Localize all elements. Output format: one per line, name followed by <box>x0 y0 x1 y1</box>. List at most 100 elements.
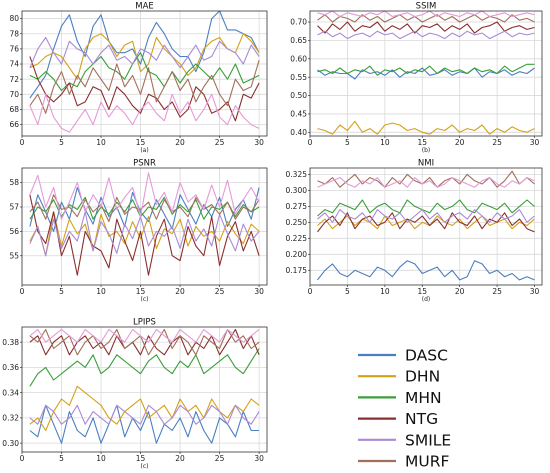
series-line-ifsrnet <box>317 177 535 188</box>
panel-mae: 0 5 10 15 20 25 30 66 68 70 72 74 76 78 80 MAE (a) <box>9 2 268 154</box>
x-tick-label: 5 <box>345 138 350 147</box>
y-tick-label: 0.34 <box>2 388 19 397</box>
x-tick-label: 20 <box>175 454 185 463</box>
y-tick-label: 56 <box>9 227 19 236</box>
x-tick-label: 30 <box>530 287 540 296</box>
x-tick-label: 25 <box>215 287 225 296</box>
x-tick-label: 5 <box>59 138 64 147</box>
series-line-dasc <box>317 260 535 281</box>
y-tick-label: 0.225 <box>286 234 308 243</box>
x-tick-label: 15 <box>136 138 146 147</box>
y-tick-label: 0.55 <box>290 73 307 82</box>
series-line-dasc <box>29 404 260 444</box>
y-tick-label: 0.70 <box>290 18 307 27</box>
panel-sublabel: (c) <box>141 463 149 470</box>
series-line-ifsrnet <box>29 172 260 220</box>
series-line-dhn <box>317 215 535 230</box>
plot-area <box>310 168 542 285</box>
legend-label-smile: SMILE <box>405 431 451 449</box>
y-tick-label: 0.32 <box>2 414 19 423</box>
y-tick-label: 0.325 <box>286 170 308 179</box>
series-line-ifsrnet <box>29 93 260 133</box>
x-tick-label: 15 <box>417 138 427 147</box>
panel-lpips: 0 5 10 15 20 25 30 0.30 0.32 0.34 0.36 0.38 LPIPS (c) <box>2 318 268 470</box>
y-tick-label: 80 <box>9 14 19 23</box>
series-line-smile <box>29 36 260 69</box>
x-tick-label: 0 <box>308 287 313 296</box>
legend-label-dhn: DHN <box>405 368 440 386</box>
y-tick-label: 0.38 <box>2 338 19 347</box>
series-line-ntg <box>317 21 535 34</box>
x-tick-label: 25 <box>492 287 502 296</box>
y-tick-label: 0.175 <box>286 266 308 275</box>
series-line-mhn <box>317 63 535 76</box>
x-tick-label: 10 <box>96 138 106 147</box>
panel-title: LPIPS <box>133 318 156 328</box>
y-tick-label: 0.65 <box>290 36 307 45</box>
series-line-dhn <box>29 385 260 432</box>
panel-sublabel: (d) <box>422 296 431 303</box>
panel-nmi: 0 5 10 15 20 25 30 0.175 0.200 0.225 0.250 0.275 0.3… <box>286 159 543 303</box>
x-tick-label: 30 <box>254 454 264 463</box>
panel-title: NMI <box>418 159 434 169</box>
y-tick-label: 0.50 <box>290 91 307 100</box>
y-tick-label: 0.275 <box>286 202 308 211</box>
x-tick-label: 10 <box>96 454 106 463</box>
x-tick-label: 25 <box>492 138 502 147</box>
legend-label-mhn: MHN <box>405 389 442 407</box>
x-tick-label: 20 <box>175 138 185 147</box>
series-line-ntg <box>29 56 260 122</box>
x-tick-label: 0 <box>20 454 25 463</box>
series-line-smile <box>29 404 260 425</box>
y-tick-label: 66 <box>9 120 19 129</box>
series-line-murf <box>29 328 260 356</box>
x-tick-label: 10 <box>96 287 106 296</box>
axes-frame <box>309 167 543 286</box>
y-tick-label: 0.250 <box>286 218 308 227</box>
x-tick-label: 5 <box>345 287 350 296</box>
series-line-ntg <box>29 194 260 276</box>
y-tick-label: 70 <box>9 90 19 99</box>
y-tick-label: 57 <box>9 203 19 212</box>
y-tick-label: 0.200 <box>286 250 308 259</box>
series-line-murf <box>317 170 535 188</box>
y-tick-label: 0.40 <box>290 128 307 137</box>
y-tick-label: 0.300 <box>286 186 308 195</box>
panel-title: PSNR <box>133 159 156 169</box>
legend-label-ntg: NTG <box>405 410 438 428</box>
x-tick-label: 0 <box>20 287 25 296</box>
x-tick-label: 0 <box>308 138 313 147</box>
legend-label-murf: MURF <box>405 453 449 471</box>
y-tick-label: 74 <box>9 60 19 69</box>
series-line-ifsrnet <box>317 10 535 18</box>
panel-sublabel: (b) <box>422 147 431 154</box>
axes-frame <box>21 326 268 453</box>
series-line-mhn <box>317 199 535 217</box>
x-tick-label: 0 <box>20 138 25 147</box>
series-line-smile <box>317 30 535 40</box>
panels: 0 5 10 15 20 25 30 66 68 70 72 74 76 78 80 MAE (a) 0 5 10 15… <box>2 2 543 470</box>
panel-title: SSIM <box>416 2 437 12</box>
series-line-murf <box>317 14 535 23</box>
x-tick-label: 20 <box>455 287 465 296</box>
axes-frame <box>21 10 268 137</box>
plot-area <box>22 327 267 452</box>
x-tick-label: 30 <box>530 138 540 147</box>
x-tick-label: 15 <box>136 454 146 463</box>
series-line-mhn <box>29 348 260 387</box>
legend-label-dasc: DASC <box>405 347 448 365</box>
y-tick-label: 0.60 <box>290 54 307 63</box>
y-tick-label: 78 <box>9 29 19 38</box>
series-line-murf <box>29 60 260 114</box>
y-tick-label: 0.30 <box>2 439 19 448</box>
axes-frame <box>309 10 543 137</box>
legend: DASCDHNMHNNTGSMILEMURFIFSrNet <box>358 347 451 471</box>
y-tick-label: 0.36 <box>2 363 19 372</box>
panel-psnr: 0 5 10 15 20 25 30 55 56 57 58 PSNR (c) <box>9 159 268 303</box>
y-tick-label: 55 <box>9 251 19 260</box>
x-tick-label: 10 <box>380 287 390 296</box>
plot-area <box>22 11 267 136</box>
series-line-mhn <box>29 196 260 220</box>
series-line-dhn <box>29 33 260 80</box>
x-tick-label: 25 <box>215 138 225 147</box>
